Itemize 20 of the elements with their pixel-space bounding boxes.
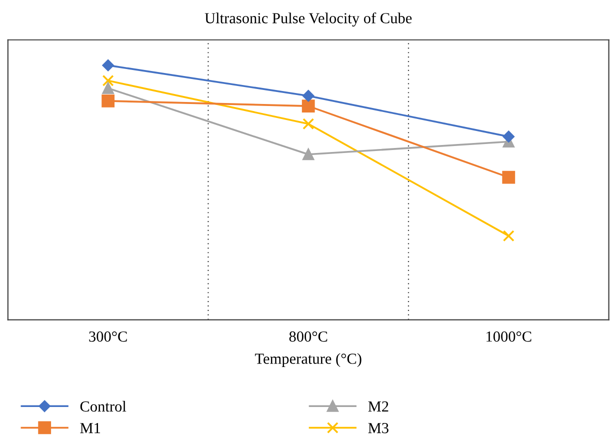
legend-label: M2 bbox=[368, 401, 388, 412]
legend-label: Control bbox=[80, 400, 126, 412]
x-tick-label: 300°C bbox=[89, 331, 127, 342]
chart-title: Ultrasonic Pulse Velocity of Cube bbox=[204, 12, 412, 26]
point bbox=[302, 100, 315, 113]
point bbox=[302, 90, 314, 102]
point bbox=[102, 94, 115, 108]
point bbox=[502, 130, 514, 142]
point bbox=[102, 60, 114, 72]
point bbox=[102, 74, 114, 86]
point bbox=[102, 82, 114, 94]
legend-label: M1 bbox=[80, 422, 100, 434]
x-tick-label: 800°C bbox=[289, 331, 328, 342]
point bbox=[302, 118, 314, 130]
point bbox=[502, 230, 514, 242]
point bbox=[502, 170, 516, 184]
x-axis-title: Temperature (°C) bbox=[255, 353, 362, 367]
x-tick-label: 1000°C bbox=[486, 331, 532, 342]
legend-label: M3 bbox=[368, 422, 388, 434]
point bbox=[302, 148, 314, 160]
